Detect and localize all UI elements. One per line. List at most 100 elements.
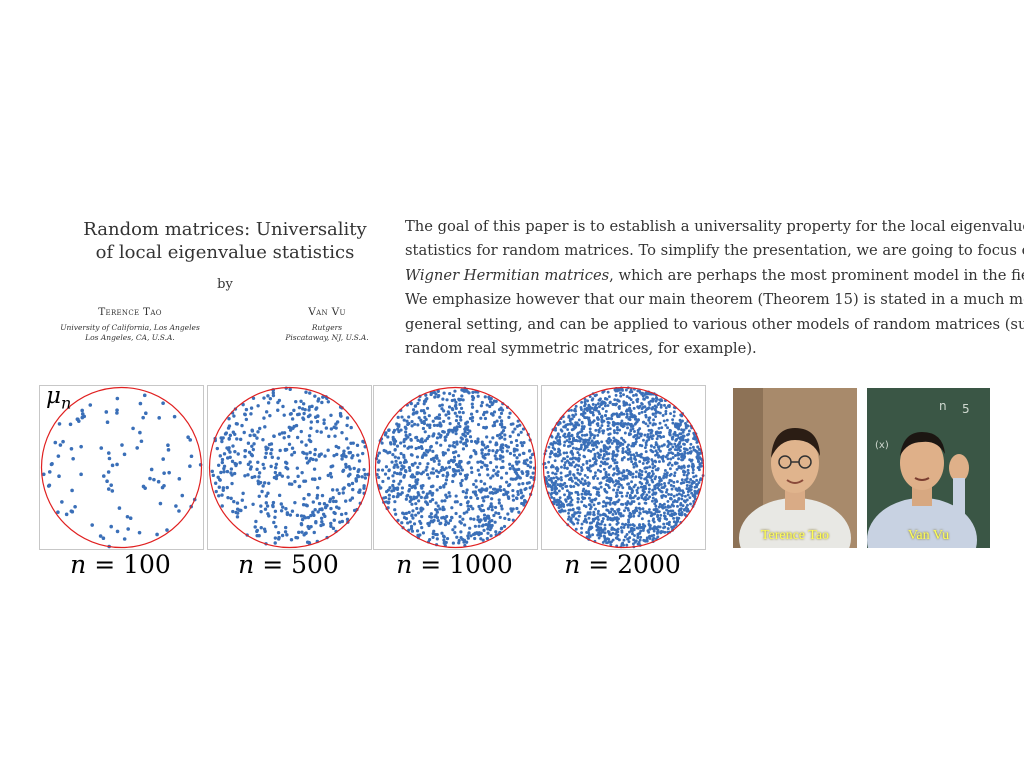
eigenvalue-point	[308, 391, 312, 395]
eigenvalue-point	[471, 390, 475, 394]
eigenvalue-point	[454, 463, 459, 467]
eigenvalue-point	[613, 402, 617, 406]
eigenvalue-point	[622, 526, 626, 529]
eigenvalue-point	[608, 445, 612, 449]
eigenvalue-point	[251, 502, 255, 506]
eigenvalue-point	[606, 390, 610, 394]
eigenvalue-panel-1000	[373, 385, 538, 550]
eigenvalue-point	[666, 404, 670, 408]
eigenvalue-point	[628, 390, 632, 394]
eigenvalue-point	[652, 491, 656, 495]
eigenvalue-point	[414, 436, 418, 440]
eigenvalue-point	[682, 447, 686, 451]
eigenvalue-point	[280, 533, 285, 538]
eigenvalue-point	[495, 419, 499, 423]
eigenvalue-point	[599, 464, 602, 468]
eigenvalue-point	[387, 428, 391, 432]
eigenvalue-point	[447, 430, 451, 434]
abstract-line: We emphasize however that our main theor…	[405, 291, 1024, 309]
eigenvalue-point	[652, 527, 656, 531]
eigenvalue-point	[667, 492, 671, 496]
eigenvalue-point	[416, 511, 421, 515]
eigenvalue-point	[621, 451, 625, 455]
abstract-line: statistics for random matrices. To simpl…	[405, 242, 1024, 260]
eigenvalue-point	[563, 463, 567, 467]
eigenvalue-point	[425, 501, 429, 505]
eigenvalue-point	[662, 514, 666, 518]
eigenvalue-point	[662, 443, 666, 447]
eigenvalue-point	[567, 434, 571, 438]
eigenvalue-point	[629, 457, 633, 461]
eigenvalue-point	[227, 417, 231, 421]
eigenvalue-point	[228, 455, 232, 460]
eigenvalue-point	[384, 431, 388, 435]
eigenvalue-point	[315, 429, 319, 433]
eigenvalue-point	[688, 496, 692, 500]
eigenvalue-point	[568, 471, 572, 475]
eigenvalue-point	[464, 422, 468, 426]
eigenvalue-point	[499, 527, 503, 531]
eigenvalue-point	[386, 451, 390, 455]
unit-circle	[208, 386, 371, 549]
abstract-line-rest: , which are perhaps the most prominent m…	[609, 266, 1024, 284]
eigenvalue-point	[319, 516, 324, 521]
eigenvalue-point	[652, 517, 655, 521]
n-var: n	[238, 550, 255, 579]
eigenvalue-point	[600, 424, 604, 427]
eigenvalue-point	[388, 441, 393, 445]
eigenvalue-point	[210, 469, 214, 474]
eigenvalue-point	[505, 445, 510, 449]
eigenvalue-point	[598, 481, 602, 485]
eigenvalue-point	[631, 496, 635, 500]
eigenvalue-point	[77, 419, 81, 423]
eigenvalue-point	[347, 451, 351, 455]
eigenvalue-point	[594, 403, 598, 407]
eigenvalue-point	[642, 487, 646, 491]
eigenvalue-point	[423, 496, 427, 500]
eigenvalue-point	[587, 490, 591, 494]
eigenvalue-point	[448, 494, 452, 498]
eigenvalue-point	[311, 500, 316, 504]
eigenvalue-point	[665, 517, 669, 521]
eigenvalue-point	[612, 488, 615, 492]
eigenvalue-point	[549, 476, 553, 480]
eigenvalue-point	[498, 433, 502, 437]
eigenvalue-point	[250, 444, 254, 449]
eigenvalue-point	[480, 524, 485, 528]
eigenvalue-point	[486, 531, 490, 535]
eigenvalue-point	[641, 529, 645, 532]
eigenvalue-point	[453, 426, 457, 430]
eigenvalue-point	[501, 455, 505, 459]
eigenvalue-point	[603, 413, 607, 417]
eigenvalue-point	[447, 411, 451, 416]
eigenvalue-point	[689, 442, 693, 446]
eigenvalue-point	[311, 457, 315, 462]
eigenvalue-point	[385, 490, 389, 494]
eigenvalue-point	[594, 443, 598, 447]
eigenvalue-point	[677, 512, 681, 516]
eigenvalue-point	[434, 513, 438, 517]
eigenvalue-point	[592, 441, 596, 445]
eigenvalue-point	[603, 460, 607, 464]
eigenvalue-point	[466, 425, 470, 429]
eigenvalue-point	[255, 436, 259, 440]
eigenvalue-point	[544, 478, 548, 482]
eigenvalue-point	[141, 415, 145, 420]
eigenvalue-point	[502, 492, 506, 497]
eigenvalue-point	[508, 467, 512, 471]
eigenvalue-point	[345, 517, 350, 521]
eigenvalue-point	[394, 459, 398, 463]
eigenvalue-point	[282, 413, 286, 417]
eigenvalue-point	[611, 538, 615, 542]
eigenvalue-point	[627, 447, 631, 451]
eigenvalue-point	[508, 482, 512, 487]
eigenvalue-point	[250, 453, 255, 458]
eigenvalue-point	[574, 457, 578, 461]
eigenvalue-point	[476, 437, 480, 441]
eigenvalue-point	[109, 483, 113, 487]
eigenvalue-point	[614, 532, 618, 536]
eigenvalue-point	[451, 393, 455, 398]
eigenvalue-point	[505, 449, 509, 453]
eigenvalue-point	[492, 468, 496, 472]
eigenvalue-point	[624, 474, 628, 478]
